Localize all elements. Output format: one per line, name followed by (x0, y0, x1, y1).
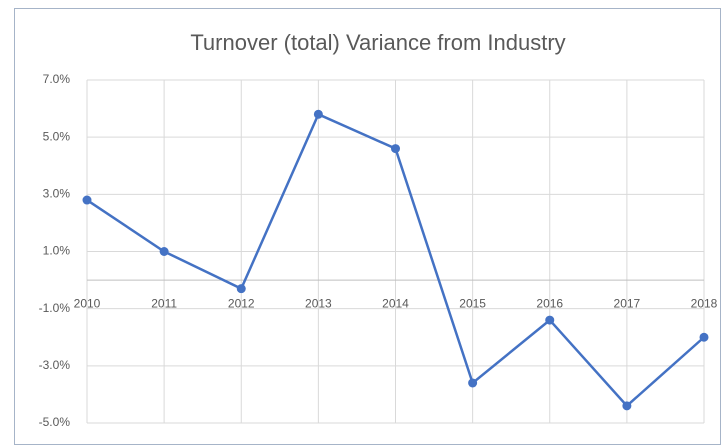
x-tick-label: 2014 (382, 296, 409, 310)
data-point (545, 315, 555, 325)
x-tick-label: 2018 (691, 296, 718, 310)
y-tick-label: -1.0% (39, 301, 71, 315)
data-point (313, 109, 323, 119)
y-tick-label: 5.0% (43, 129, 71, 143)
data-point (468, 378, 478, 388)
x-tick-label: 2010 (74, 296, 101, 310)
y-tick-label: 1.0% (43, 244, 71, 258)
data-point (391, 144, 400, 154)
x-tick-label: 2016 (536, 296, 563, 310)
x-tick-label: 2015 (459, 296, 486, 310)
x-tick-label: 2012 (228, 296, 255, 310)
y-tick-label: 3.0% (43, 187, 71, 201)
y-tick-label: -5.0% (39, 415, 71, 429)
chart-frame (14, 8, 721, 445)
x-tick-label: 2011 (151, 296, 177, 310)
data-point (622, 401, 632, 411)
data-point (699, 332, 709, 342)
data-point (159, 247, 169, 256)
data-point (236, 284, 246, 294)
data-point (82, 195, 92, 205)
x-tick-label: 2013 (305, 296, 332, 310)
chart-title: Turnover (total) Variance from Industry (190, 30, 565, 55)
x-tick-label: 2017 (614, 296, 641, 310)
y-tick-label: 7.0% (43, 72, 71, 86)
y-tick-label: -3.0% (39, 358, 71, 372)
